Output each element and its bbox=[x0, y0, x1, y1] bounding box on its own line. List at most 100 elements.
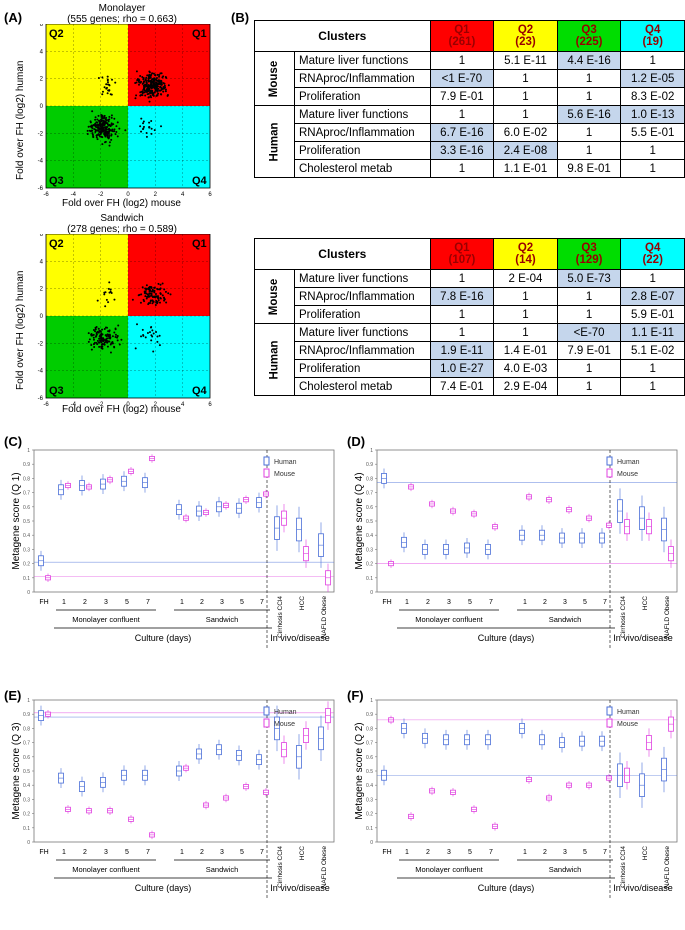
legend-label-human: Human bbox=[617, 709, 640, 716]
gene-point bbox=[164, 90, 167, 93]
gene-point bbox=[101, 130, 104, 133]
y-tick-label: -2 bbox=[38, 131, 44, 137]
y-tick-label: 0.8 bbox=[366, 476, 373, 482]
p-value-cell: 1.0 E-13 bbox=[620, 105, 685, 124]
gene-point bbox=[150, 286, 153, 289]
legend-swatch-mouse bbox=[606, 468, 613, 478]
x-tick-label-day: 7 bbox=[603, 849, 607, 856]
gene-point bbox=[167, 84, 170, 87]
x-tick-label-fh: FH bbox=[382, 849, 391, 856]
gene-point bbox=[153, 129, 156, 132]
p-value-cell: 1 bbox=[556, 377, 622, 396]
gene-point bbox=[140, 130, 143, 133]
gene-point bbox=[139, 125, 142, 128]
gene-point bbox=[107, 330, 110, 333]
x-tick-label-day: 3 bbox=[447, 599, 451, 606]
y-tick-label: 0.4 bbox=[366, 533, 373, 539]
cluster-count: (129) bbox=[575, 254, 603, 266]
gene-point bbox=[157, 85, 160, 88]
gene-point bbox=[105, 126, 108, 129]
table-row: Mouse Mature liver functions 1 5.1 E-11 4.4 … bbox=[254, 51, 685, 106]
gene-point bbox=[138, 293, 141, 296]
gene-point bbox=[99, 127, 102, 130]
y-tick-label: 0.8 bbox=[23, 476, 30, 482]
gene-point bbox=[114, 81, 117, 84]
y-tick-label: 0.2 bbox=[366, 812, 373, 818]
y-tick-label: 0 bbox=[40, 104, 44, 110]
p-value-cell: 1 bbox=[556, 69, 622, 88]
gene-point bbox=[141, 76, 144, 79]
group-label-culture: Culture (days) bbox=[135, 633, 192, 643]
gene-point bbox=[116, 121, 119, 124]
y-tick-label: -2 bbox=[38, 341, 44, 347]
panel-label-b: (B) bbox=[231, 10, 250, 25]
group-label-culture: Culture (days) bbox=[135, 883, 192, 893]
p-value-cell: 1 bbox=[429, 105, 495, 124]
gene-point bbox=[162, 90, 165, 93]
gene-point bbox=[154, 304, 157, 307]
gene-point bbox=[154, 293, 157, 296]
gene-point bbox=[103, 121, 106, 124]
gene-point bbox=[107, 340, 110, 343]
gene-point bbox=[114, 133, 117, 136]
row-label: Cholesterol metab bbox=[293, 159, 431, 178]
gene-point bbox=[148, 100, 151, 103]
gene-point bbox=[142, 122, 145, 125]
p-value-cell: 1 bbox=[556, 141, 622, 160]
gene-point bbox=[95, 333, 98, 336]
p-value-cell: 7.4 E-01 bbox=[429, 377, 495, 396]
gene-point bbox=[141, 286, 144, 289]
p-value-cell: 1 bbox=[620, 359, 685, 378]
gene-point bbox=[151, 299, 154, 302]
x-tick-label-fh: FH bbox=[382, 599, 391, 606]
gene-point bbox=[150, 294, 153, 297]
gene-point bbox=[159, 283, 162, 286]
gene-point bbox=[158, 344, 161, 347]
gene-point bbox=[142, 87, 145, 90]
gene-point bbox=[89, 121, 92, 124]
quadrant-q2-fill bbox=[46, 234, 128, 316]
cluster-name: Q3 bbox=[581, 24, 597, 36]
gene-point bbox=[144, 336, 147, 339]
gene-point bbox=[110, 93, 113, 96]
gene-point bbox=[169, 293, 172, 296]
y-tick-label: 0.2 bbox=[23, 812, 30, 818]
gene-point bbox=[151, 72, 154, 75]
gene-point bbox=[93, 346, 96, 349]
gene-point bbox=[158, 334, 161, 337]
gene-point bbox=[148, 71, 151, 74]
row-label: Proliferation bbox=[293, 141, 431, 160]
scatter-subtitle: (555 genes; rho = 0.663) bbox=[67, 14, 177, 25]
cluster-header-q3: Q3 (225) bbox=[556, 20, 622, 52]
x-tick-label: 6 bbox=[208, 192, 212, 198]
gene-point bbox=[99, 337, 102, 340]
p-value-cell: 1 bbox=[620, 159, 685, 178]
gene-point bbox=[159, 293, 162, 296]
group-label-invivo: In vivo/disease bbox=[270, 633, 330, 643]
gene-point bbox=[95, 326, 98, 329]
gene-point bbox=[152, 72, 155, 75]
x-tick-label-day: 7 bbox=[260, 599, 264, 606]
gene-point bbox=[114, 333, 117, 336]
gene-point bbox=[150, 81, 153, 84]
p-value-cell: 1 bbox=[493, 287, 558, 306]
y-tick-label: 0.5 bbox=[366, 769, 373, 775]
y-tick-label: 0.7 bbox=[23, 491, 30, 497]
x-tick-label-invivo: HCC bbox=[642, 596, 649, 610]
p-value-cell: 1 bbox=[556, 123, 622, 142]
gene-point bbox=[155, 330, 158, 333]
gene-point bbox=[161, 282, 164, 285]
scatter-ylabel: Fold over FH (log2) human bbox=[15, 60, 26, 181]
cluster-count: (23) bbox=[515, 36, 536, 48]
gene-point bbox=[98, 329, 101, 332]
gene-point bbox=[148, 292, 151, 295]
y-tick-label: 0.3 bbox=[366, 797, 373, 803]
y-tick-label: 0.5 bbox=[366, 519, 373, 525]
scatter-title: Sandwich bbox=[100, 213, 144, 224]
x-tick-label-day: 5 bbox=[125, 599, 129, 606]
group-label-human: Human bbox=[254, 105, 295, 178]
row-label: Cholesterol metab bbox=[293, 377, 431, 396]
gene-point bbox=[148, 331, 151, 334]
scatter-plot-monolayer: Q2 Q1 Q3 Q4 -6-6 -4 -4 -2 -2 0 0 2 2 4 4 6 6 bbox=[38, 24, 212, 198]
cluster-header-q4: Q4 (22) bbox=[620, 238, 685, 270]
